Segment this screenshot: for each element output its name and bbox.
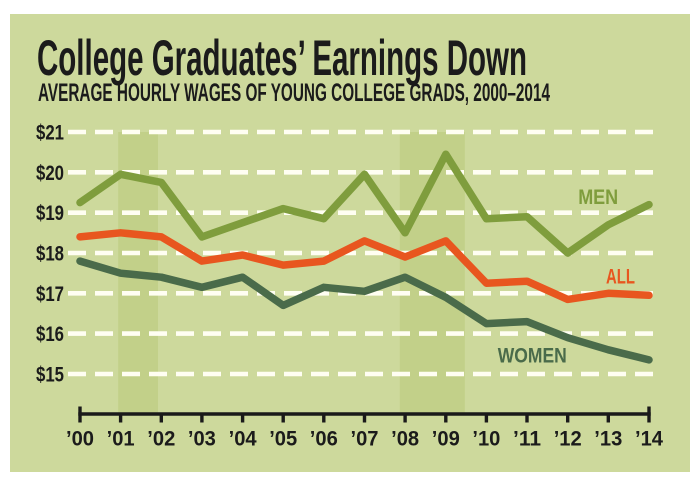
y-axis-tick-label: $16 — [36, 323, 64, 346]
men-series-label: MEN — [578, 186, 618, 209]
x-axis-tick-label: ’06 — [310, 428, 338, 451]
x-axis-tick-label: ’01 — [107, 428, 135, 451]
chart-subtitle: AVERAGE HOURLY WAGES OF YOUNG COLLEGE GR… — [38, 79, 550, 107]
x-axis-tick-label: ’00 — [66, 428, 94, 451]
x-axis-tick-label: ’08 — [391, 428, 419, 451]
y-axis-tick-label: $18 — [36, 243, 64, 266]
women-series-label: WOMEN — [498, 345, 567, 368]
men-line — [76, 150, 653, 257]
y-axis-tick-label: $17 — [36, 283, 64, 306]
x-axis-tick-label: ’05 — [269, 428, 297, 451]
x-axis-tick-label: ’14 — [635, 428, 663, 451]
x-axis-tick-label: ’07 — [351, 428, 379, 451]
women-line — [76, 257, 653, 364]
plot-area: MEN ALL WOMEN $21 $20 $19 $18 $17 $16 $15 ’00 ’01 ’0… — [36, 122, 663, 451]
all-line — [76, 229, 653, 304]
chart-title: College Graduates’ Earnings Down — [37, 30, 527, 86]
y-axis-tick-label: $19 — [36, 202, 64, 225]
x-axis-tick-label: ’10 — [472, 428, 500, 451]
x-axis-tick-label: ’03 — [188, 428, 216, 451]
all-series-label: ALL — [606, 266, 635, 289]
y-axis-tick-label: $20 — [36, 162, 64, 185]
y-axis-tick-label: $21 — [36, 122, 64, 145]
y-axis-tick-label: $15 — [36, 364, 64, 387]
x-axis-tick-label: ’13 — [594, 428, 622, 451]
x-axis-tick-label: ’02 — [147, 428, 175, 451]
x-axis-tick-label: ’11 — [513, 428, 541, 451]
x-axis-tick-label: ’12 — [554, 428, 582, 451]
x-axis-tick-label: ’04 — [229, 428, 257, 451]
x-axis-tick-label: ’09 — [432, 428, 460, 451]
